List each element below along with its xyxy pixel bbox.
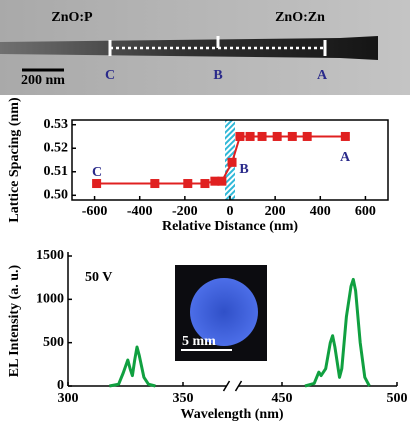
y-tick-label: 0.50 [44, 188, 69, 203]
y-axis-label: Lattice Spacing (nm) [7, 97, 22, 223]
y-tick-label: 0.52 [44, 140, 69, 155]
scale-label: 200 nm [21, 73, 65, 88]
annotation: A [340, 150, 351, 165]
data-point [302, 131, 312, 141]
region-label: ZnO:P [51, 10, 93, 25]
data-point [150, 179, 160, 189]
data-point [227, 157, 237, 167]
y-axis-label: EL Intensity (a. u.) [7, 264, 22, 377]
inset-disk [190, 278, 258, 346]
y-tick-label: 0.51 [44, 164, 69, 179]
inset-scale-label: 5 mm [182, 334, 216, 349]
x-tick-label: 350 [173, 391, 194, 406]
point-label: C [105, 68, 115, 83]
x-axis-label: Wavelength (nm) [180, 407, 283, 422]
data-point [245, 131, 255, 141]
data-line [96, 135, 346, 185]
point-label: B [213, 68, 222, 83]
data-point [92, 179, 102, 189]
data-point [235, 131, 245, 141]
annotation: B [239, 162, 248, 177]
y-tick-label: 1000 [36, 292, 64, 307]
data-line [109, 345, 156, 388]
data-point [257, 131, 267, 141]
x-tick-label: 600 [355, 204, 376, 219]
data-point [210, 176, 220, 186]
data-point [340, 131, 350, 141]
y-tick-label: 500 [43, 335, 64, 350]
data-point [272, 131, 282, 141]
region-label: ZnO:Zn [275, 10, 325, 25]
x-tick-label: 400 [310, 204, 331, 219]
data-point [200, 179, 210, 189]
x-tick-label: -200 [172, 204, 198, 219]
annotation: 50 V [85, 270, 112, 285]
x-tick-label: 450 [272, 391, 293, 406]
x-axis-label: Relative Distance (nm) [162, 219, 298, 234]
axis-break [222, 380, 243, 392]
data-point [287, 131, 297, 141]
y-tick-label: 1500 [36, 248, 64, 263]
x-tick-label: 0 [227, 204, 234, 219]
point-label: A [317, 68, 328, 83]
y-tick-label: 0.53 [44, 117, 69, 132]
data-line [304, 277, 371, 388]
x-tick-label: 300 [58, 391, 79, 406]
x-tick-label: 500 [387, 391, 408, 406]
data-point [217, 176, 227, 186]
y-tick-label: 0 [57, 378, 64, 393]
x-tick-label: -400 [127, 204, 153, 219]
x-tick-label: -600 [82, 204, 108, 219]
data-point [183, 179, 193, 189]
x-tick-label: 200 [265, 204, 286, 219]
annotation: C [92, 165, 102, 180]
